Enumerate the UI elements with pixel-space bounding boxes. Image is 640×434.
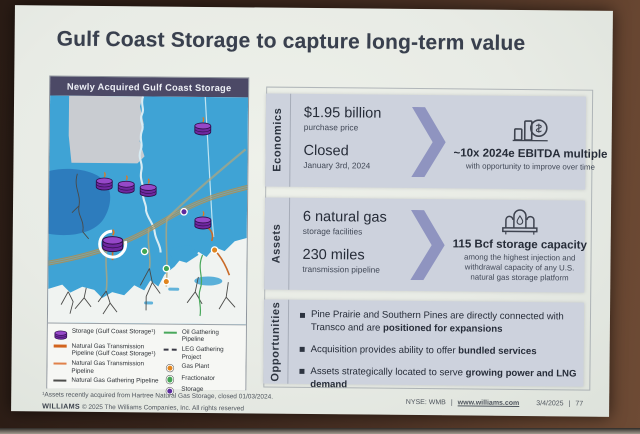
opportunities-vertical-label: Opportunities <box>263 299 290 384</box>
map-panel: Newly Acquired Gulf Coast Storage <box>46 75 250 395</box>
transmission-pipeline-line-icon <box>53 361 68 365</box>
bar-chart-dollar-icon <box>512 119 548 142</box>
fractionator-dot-icon <box>162 375 177 384</box>
chevron-right-icon <box>407 95 450 188</box>
legend-item: Natural Gas Gathering Pipeline <box>52 377 159 385</box>
legend-label: Natural Gas Transmission Pipeline <box>71 359 145 375</box>
result-subtext: with opportunity to improve over time <box>465 161 595 172</box>
barrier-island <box>168 287 180 291</box>
bullet-text-regular: Assets strategically located to serve <box>310 365 466 379</box>
section-economics: Economics $1.95 billion purchase price C… <box>265 93 608 190</box>
facility-markers <box>140 207 219 286</box>
bullet-item: Assets strategically located to serve gr… <box>299 366 586 394</box>
fact-value: $1.95 billion <box>303 104 382 122</box>
legend-label: Oil Gathering Pipeline <box>181 328 219 344</box>
leg-project-line-icon <box>163 347 178 352</box>
bullet-square-icon <box>299 369 305 375</box>
legend-item: Gas Plant <box>162 363 241 373</box>
bullet-square-icon <box>299 312 306 318</box>
slide: Gulf Coast Storage to capture long-term … <box>11 5 613 417</box>
assets-result: 115 Bcf storage capacity among the highe… <box>448 199 591 292</box>
storage-cylinder-icon <box>53 329 68 340</box>
map-basin-overlay <box>47 168 111 236</box>
fact-caption: storage facilities <box>302 225 363 237</box>
gas-plant-dot-icon <box>162 364 177 373</box>
legend-item: Storage (Gulf Coast Storage¹) <box>53 328 160 342</box>
fact-caption: transmission pipeline <box>302 263 380 275</box>
economics-result: ~10x 2024e EBITDA multiple with opportun… <box>449 95 612 190</box>
legend-label: Natural Gas Transmission Pipeline (Gulf … <box>71 342 156 358</box>
legend-label: Fractionator <box>181 374 216 382</box>
result-headline: ~10x 2024e EBITDA multiple <box>453 147 608 161</box>
map-legend: Storage (Gulf Coast Storage¹) Natural Ga… <box>47 322 246 395</box>
legend-label: Natural Gas Gathering Pipeline <box>71 377 159 385</box>
fact-caption: January 3rd, 2024 <box>303 159 371 171</box>
copyright-text: © 2025 The Williams Companies, Inc. All … <box>81 403 245 413</box>
bullet-text-regular: Acquisition provides ability to offer <box>310 343 459 357</box>
barrier-island <box>144 301 154 305</box>
economics-vertical-label: Economics <box>265 93 292 187</box>
ticker: NYSE: WMB <box>405 398 446 407</box>
page-number: 77 <box>575 400 584 408</box>
legend-item: Fractionator <box>162 374 241 384</box>
chevron-right-icon <box>406 199 449 291</box>
section-label: Opportunities <box>269 301 283 382</box>
legend-item: Oil Gathering Pipeline <box>163 329 242 345</box>
assets-vertical-label: Assets <box>264 197 291 290</box>
map-gray-state <box>68 95 145 164</box>
bullet-item: Pine Prairie and Southern Pines are dire… <box>299 309 587 337</box>
fact-value: Closed <box>303 142 349 160</box>
fact-value: 230 miles <box>302 246 365 264</box>
state-boundary <box>204 95 215 238</box>
fact-value: 6 natural gas <box>302 208 387 226</box>
legend-label: LEG Gathering Project <box>181 345 224 361</box>
oil-pipeline-line-icon <box>163 330 178 334</box>
economics-facts: $1.95 billion purchase price Closed Janu… <box>290 94 408 188</box>
bullet-text: Pine Prairie and Southern Pines are dire… <box>311 309 587 337</box>
slide-date: 3/4/2025 <box>536 400 564 408</box>
section-label: Economics <box>271 108 284 173</box>
photo-bottom-edge <box>0 428 640 434</box>
legend-label: Gas Plant <box>181 363 210 371</box>
bullet-text: Acquisition provides ability to offer bu… <box>311 344 587 359</box>
oil-gathering-pipeline <box>198 254 204 317</box>
gathering-pipelines <box>60 173 236 315</box>
website-link: www.williams.com <box>457 399 520 407</box>
bullet-text-bold: bundled services <box>458 345 537 357</box>
result-headline: 115 Bcf storage capacity <box>452 237 587 252</box>
footer-separator: | <box>568 400 571 408</box>
opportunities-bullets: Pine Prairie and Southern Pines are dire… <box>288 300 593 390</box>
gulf-of-mexico <box>47 237 249 325</box>
gcs-pipeline-line-icon <box>53 344 68 348</box>
slide-footer-right: NYSE: WMB | www.williams.com 3/4/2025 | … <box>406 399 583 408</box>
coastal-land <box>166 244 199 263</box>
footnote-text: ¹Assets recently acquired from Hartree N… <box>42 391 274 401</box>
page-title: Gulf Coast Storage to capture long-term … <box>56 27 526 56</box>
legend-label: Storage (Gulf Coast Storage¹) <box>71 327 156 336</box>
section-label: Assets <box>270 223 283 264</box>
assets-facts: 6 natural gas storage facilities 230 mil… <box>289 198 407 291</box>
storage-tank-icon <box>502 208 538 235</box>
legend-item: Natural Gas Transmission Pipeline <box>52 360 159 376</box>
pipeline-branch <box>166 148 247 220</box>
bullet-text: Assets strategically located to serve gr… <box>310 366 586 394</box>
footer-separator: | <box>450 399 453 407</box>
footnote: ¹Assets recently acquired from Hartree N… <box>42 391 273 412</box>
gathering-pipeline-line-icon <box>52 378 67 383</box>
bullet-text-bold: positioned for expansions <box>383 322 503 335</box>
bullet-square-icon <box>299 347 305 353</box>
fact-caption: purchase price <box>303 121 359 133</box>
map-title-bar: Newly Acquired Gulf Coast Storage <box>50 76 249 98</box>
section-opportunities: Opportunities Pine Prairie and Southern … <box>263 299 585 390</box>
highlight-halo <box>98 229 128 259</box>
result-subtext: among the highest injection and withdraw… <box>463 252 576 283</box>
section-assets: Assets 6 natural gas storage facilities … <box>264 197 587 293</box>
williams-logo: WILLIAMS <box>42 401 81 411</box>
bullet-item: Acquisition provides ability to offer bu… <box>299 344 587 359</box>
legend-item: LEG Gathering Project <box>163 346 242 362</box>
gulf-coast-map <box>47 95 249 325</box>
legend-item: Natural Gas Transmission Pipeline (Gulf … <box>53 342 160 358</box>
